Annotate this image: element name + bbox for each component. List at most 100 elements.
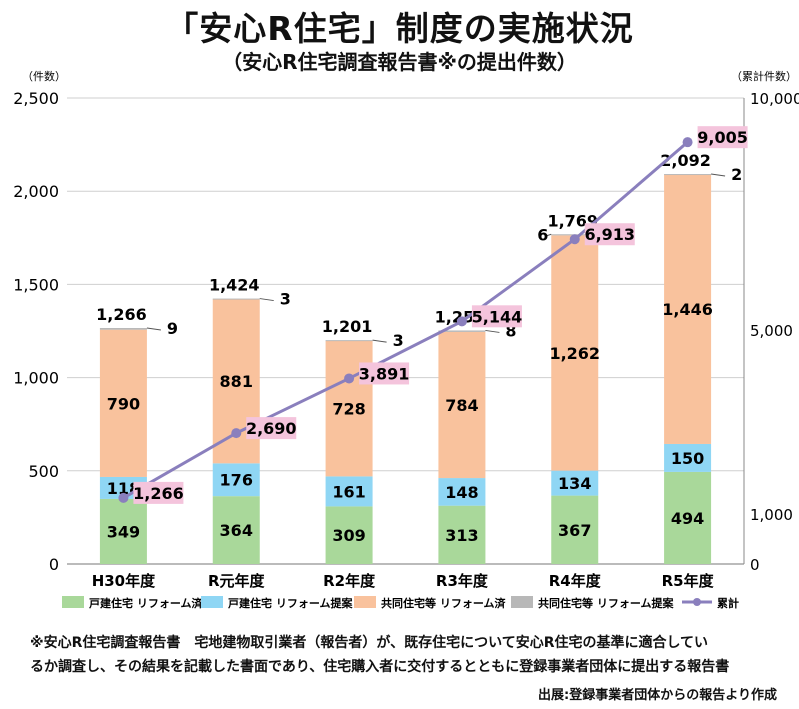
bar-segment xyxy=(212,496,260,564)
y-tick-label: 1,000 xyxy=(13,369,59,388)
bar-value-label: 161 xyxy=(332,482,365,501)
legend-swatch xyxy=(511,596,533,608)
bar-segment xyxy=(325,506,373,564)
bar-segment xyxy=(99,329,147,477)
y-tick-label: 0 xyxy=(49,555,59,574)
bar-value-label: 148 xyxy=(445,483,478,502)
bar-value-label: 134 xyxy=(558,474,591,493)
bar-total-label: 1,424 xyxy=(209,276,260,295)
footnote-line-2: るか調査し、その結果を記載した書面であり、住宅購入者に交付するとともに登録事業者… xyxy=(30,659,730,675)
bar-value-label: 309 xyxy=(332,526,365,545)
legend-swatch xyxy=(201,596,223,608)
bar-segment xyxy=(325,340,373,342)
cumulative-point xyxy=(231,428,242,439)
legend-label: 共同住宅等 リフォーム提案 xyxy=(538,596,674,610)
cumulative-label: 9,005 xyxy=(697,128,748,147)
bar-value-label: 150 xyxy=(671,449,704,468)
bar-value-label: 881 xyxy=(220,372,253,391)
y-tick-label: 500 xyxy=(28,462,59,481)
small-segment-label: 3 xyxy=(280,290,291,309)
cumulative-label: 5,144 xyxy=(472,307,523,326)
x-tick-label: R元年度 xyxy=(208,572,266,590)
cumulative-label-bg xyxy=(359,362,410,385)
x-tick-label: R2年度 xyxy=(323,572,376,590)
cumulative-label: 2,690 xyxy=(246,419,297,438)
cumulative-label: 1,266 xyxy=(133,484,184,503)
source-note: 出展:登録事業者団体からの報告より作成 xyxy=(538,688,777,703)
bar-segment xyxy=(212,298,260,300)
small-segment-label: 9 xyxy=(167,319,178,338)
small-segment-label: 2 xyxy=(731,165,742,184)
legend-label: 戸建住宅 リフォーム済 xyxy=(89,596,203,610)
y-tick-label: 2,000 xyxy=(13,182,59,201)
x-tick-label: R3年度 xyxy=(436,572,489,590)
cumulative-label-bg xyxy=(246,417,297,440)
small-segment-label: 6 xyxy=(537,225,548,244)
bar-segment xyxy=(438,331,486,479)
cumulative-point xyxy=(456,316,467,327)
leader-line xyxy=(372,339,387,343)
bar-value-label: 364 xyxy=(220,521,253,540)
legend-swatch xyxy=(354,596,376,608)
leader-line xyxy=(259,298,274,302)
legend-label: 共同住宅等 リフォーム済 xyxy=(381,596,506,610)
cumulative-line xyxy=(122,141,689,500)
y-axis-label-left: （件数） xyxy=(22,70,66,83)
chart-subtitle: （安心R住宅調査報告書※の提出件数） xyxy=(222,50,577,74)
chart-title: 「安心R住宅」制度の実施状況 xyxy=(165,9,634,48)
legend-label: 累計 xyxy=(717,596,739,610)
small-segment-label: 3 xyxy=(393,331,404,350)
x-tick-label: H30年度 xyxy=(92,572,156,590)
bar-value-label: 784 xyxy=(445,396,478,415)
bar-value-label: 176 xyxy=(220,471,253,490)
bar-value-label: 313 xyxy=(445,526,478,545)
leader-line xyxy=(146,327,161,331)
bar-value-label: 349 xyxy=(107,522,140,541)
y-axis-label-right: （累計件数） xyxy=(731,69,797,83)
cumulative-label-bg xyxy=(584,223,635,246)
cumulative-label-bg xyxy=(471,305,522,328)
y-tick-label: 2,500 xyxy=(13,89,59,108)
x-tick-label: R4年度 xyxy=(549,572,602,590)
cumulative-label-bg xyxy=(697,126,748,149)
bar-segment xyxy=(438,505,486,564)
cumulative-label: 6,913 xyxy=(584,225,635,244)
legend-line-marker xyxy=(693,598,701,606)
bar-segment xyxy=(438,330,486,332)
bar-segment xyxy=(664,443,712,472)
cumulative-point xyxy=(569,234,580,245)
bar-value-label: 728 xyxy=(332,400,365,419)
bar-segment xyxy=(664,174,712,444)
bar-value-label: 494 xyxy=(671,509,704,528)
bar-value-label: 790 xyxy=(107,394,140,413)
small-segment-label: 8 xyxy=(505,321,516,340)
y-right-tick-label: 0 xyxy=(750,556,760,574)
cumulative-point xyxy=(682,137,693,148)
bar-segment xyxy=(325,476,373,507)
bar-segment xyxy=(212,463,260,497)
bar-total-label: 1,201 xyxy=(322,317,373,336)
cumulative-label-bg xyxy=(133,481,184,504)
bar-segment xyxy=(664,471,712,564)
bar-value-label: 1,262 xyxy=(549,344,600,363)
bar-segment xyxy=(551,470,599,496)
bar-segment xyxy=(99,498,147,564)
cumulative-point xyxy=(344,373,355,384)
y-right-tick-label: 5,000 xyxy=(750,322,793,340)
leader-line xyxy=(711,173,726,177)
bar-segment xyxy=(99,328,147,330)
bar-segment xyxy=(551,495,599,564)
leader-line xyxy=(485,329,500,333)
cumulative-point xyxy=(118,492,129,503)
bar-total-label: 1,266 xyxy=(96,305,147,324)
bar-value-label: 1,446 xyxy=(662,300,713,319)
y-tick-label: 1,500 xyxy=(13,275,59,294)
legend-label: 戸建住宅 リフォーム提案 xyxy=(228,596,353,610)
leader-line xyxy=(545,233,552,237)
x-tick-label: R5年度 xyxy=(662,572,715,590)
bar-segment xyxy=(664,174,712,176)
bar-segment xyxy=(438,478,486,506)
bar-value-label: 367 xyxy=(558,521,591,540)
y-right-tick-label: 1,000 xyxy=(750,506,793,524)
